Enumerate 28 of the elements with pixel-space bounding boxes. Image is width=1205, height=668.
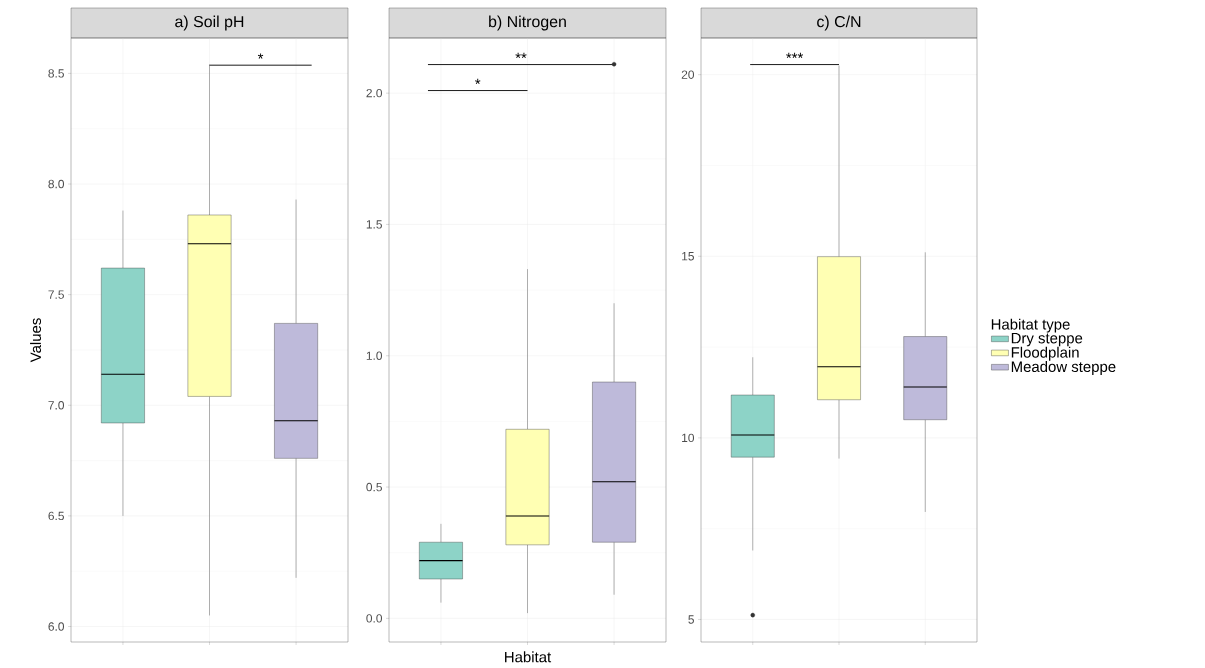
y-tick-label: 1.0 bbox=[366, 351, 383, 360]
chart-title: b) Nitrogen bbox=[489, 15, 566, 31]
y-tick-label: 7.5 bbox=[48, 290, 64, 299]
annotation: ** bbox=[515, 52, 527, 59]
y-tick-label: 6.5 bbox=[48, 511, 64, 521]
legend-label: Dry steppe bbox=[1011, 332, 1083, 347]
y-tick-label: 7.0 bbox=[48, 401, 65, 410]
x-axis-title: Habitat bbox=[505, 651, 552, 663]
y-axis-title: Values bbox=[30, 318, 42, 363]
y-tick-label: 0.5 bbox=[366, 482, 382, 492]
y-tick-label: 8.5 bbox=[48, 69, 64, 78]
annotation: *** bbox=[786, 52, 804, 59]
y-tick-label: 0.0 bbox=[366, 614, 383, 623]
legend-label: Meadow steppe bbox=[1011, 361, 1116, 375]
y-tick-label: 20 bbox=[681, 70, 695, 79]
legend-label: Floodplain bbox=[1011, 346, 1079, 361]
y-tick-label: 5 bbox=[688, 615, 694, 624]
y-tick-label: 6.0 bbox=[48, 622, 65, 631]
y-tick-label: 10 bbox=[682, 433, 695, 443]
legend-title: Habitat type bbox=[991, 318, 1070, 333]
annotation: * bbox=[475, 78, 481, 85]
chart-title: c) C/N bbox=[817, 15, 861, 31]
y-tick-label: 15 bbox=[682, 252, 694, 261]
y-tick-label: 2.0 bbox=[366, 88, 383, 98]
annotation: * bbox=[257, 53, 264, 59]
y-tick-label: 1.5 bbox=[366, 220, 382, 229]
chart-title: a) Soil pH bbox=[175, 15, 244, 31]
y-tick-label: 8.0 bbox=[48, 179, 65, 189]
